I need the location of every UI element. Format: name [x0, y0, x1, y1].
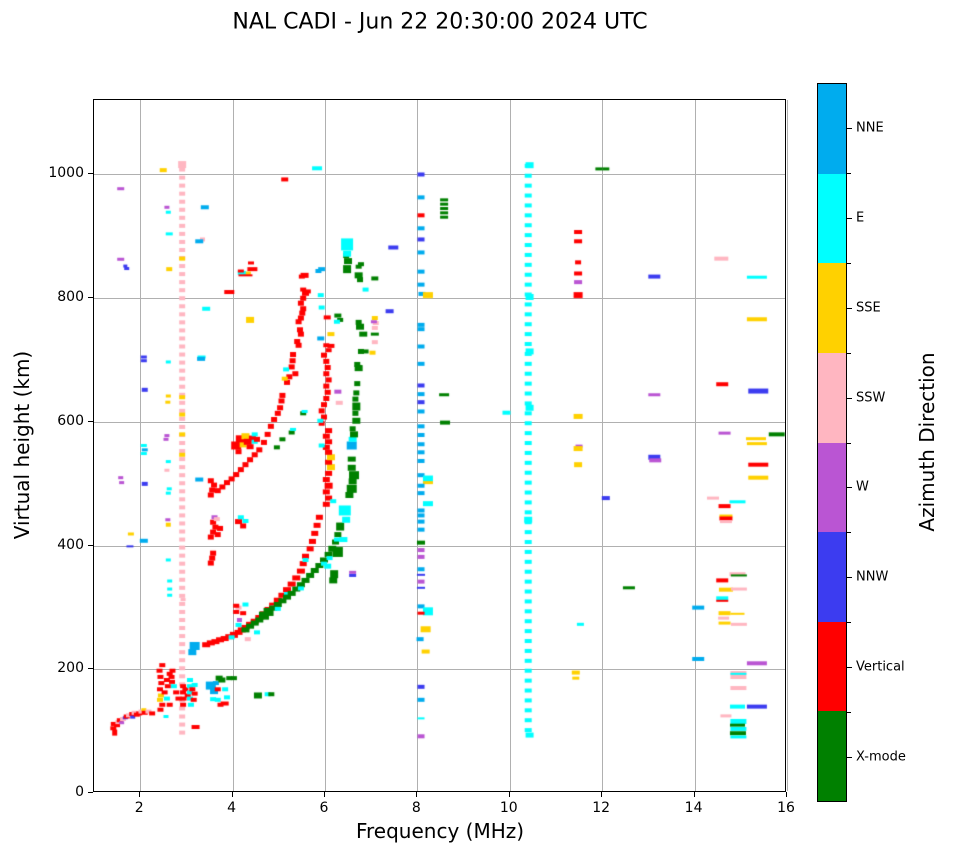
- x-tick-label: 2: [134, 800, 144, 816]
- x-tick: [139, 792, 141, 797]
- colorbar-tick: [847, 577, 852, 579]
- y-tick-label: 200: [57, 660, 84, 677]
- y-gridline: [94, 174, 785, 176]
- y-tick: [88, 544, 93, 546]
- y-gridline: [94, 669, 785, 671]
- colorbar-segment-x-mode: [818, 711, 846, 801]
- x-tick: [693, 792, 695, 797]
- colorbar: [817, 83, 847, 802]
- x-tick-label: 6: [319, 800, 329, 816]
- y-tick-label: 800: [57, 289, 84, 305]
- x-gridline: [232, 100, 234, 791]
- colorbar-boundary-tick: [847, 532, 851, 534]
- colorbar-tick: [847, 217, 852, 219]
- colorbar-segment-ssw: [818, 352, 846, 443]
- y-tick-label: 0: [75, 784, 84, 800]
- x-axis-label: Frequency (MHz): [355, 819, 525, 843]
- x-tick-label: 12: [592, 800, 611, 816]
- x-tick-label: 4: [227, 800, 237, 816]
- colorbar-label: Azimuth Direction: [915, 352, 939, 532]
- y-gridline: [94, 545, 785, 547]
- x-tick-label: 8: [411, 800, 421, 816]
- x-tick-label: 16: [777, 800, 795, 816]
- colorbar-segment-nnw: [818, 532, 846, 622]
- y-tick-label: 1000: [48, 165, 84, 182]
- colorbar-boundary-tick: [847, 352, 851, 354]
- y-tick-label: 600: [57, 412, 84, 429]
- colorbar-tick-label: NNW: [856, 569, 889, 585]
- x-gridline: [325, 100, 326, 791]
- y-tick: [88, 792, 93, 793]
- x-tick: [601, 792, 603, 797]
- x-tick: [324, 792, 325, 797]
- x-tick: [508, 792, 510, 797]
- colorbar-segment-sse: [818, 263, 846, 353]
- x-tick: [416, 792, 418, 797]
- x-gridline: [602, 100, 604, 791]
- x-gridline: [694, 100, 696, 791]
- x-tick-label: 14: [684, 800, 703, 816]
- colorbar-segment-vertical: [818, 621, 846, 712]
- colorbar-boundary-tick: [847, 442, 851, 444]
- x-tick-label: 10: [499, 800, 518, 816]
- x-tick: [231, 792, 233, 797]
- colorbar-tick-label: SSW: [856, 390, 886, 406]
- y-tick: [88, 297, 93, 298]
- x-gridline: [417, 100, 419, 791]
- y-tick-label: 400: [57, 536, 84, 553]
- colorbar-tick-label: NNE: [856, 120, 884, 136]
- colorbar-tick: [847, 397, 852, 399]
- colorbar-tick: [847, 127, 852, 129]
- plot-area: [93, 99, 788, 792]
- colorbar-segment-w: [818, 442, 846, 533]
- colorbar-tick-label: W: [856, 479, 869, 495]
- colorbar-tick: [847, 307, 852, 309]
- colorbar-tick: [847, 667, 852, 669]
- colorbar-tick-label: SSE: [856, 300, 881, 316]
- x-gridline: [140, 100, 142, 791]
- y-tick: [88, 173, 93, 175]
- colorbar-boundary-tick: [847, 712, 851, 714]
- x-tick: [786, 792, 787, 797]
- x-gridline: [787, 100, 788, 791]
- colorbar-segment-e: [818, 173, 846, 264]
- x-gridline: [509, 100, 511, 791]
- y-tick: [88, 420, 93, 422]
- y-gridline: [94, 298, 785, 299]
- y-tick: [88, 668, 93, 670]
- colorbar-boundary-tick: [847, 172, 851, 174]
- colorbar-segment-nne: [818, 84, 846, 174]
- colorbar-tick: [847, 487, 852, 489]
- chart-title: NAL CADI - Jun 22 20:30:00 2024 UTC: [232, 9, 648, 35]
- y-axis-label: Virtual height (km): [10, 350, 34, 540]
- colorbar-tick: [847, 757, 852, 759]
- colorbar-tick-label: X-mode: [856, 749, 906, 765]
- y-gridline: [94, 421, 785, 423]
- colorbar-boundary-tick: [847, 262, 851, 264]
- colorbar-tick-label: E: [856, 210, 865, 226]
- colorbar-boundary-tick: [847, 622, 851, 624]
- colorbar-tick-label: Vertical: [856, 659, 905, 675]
